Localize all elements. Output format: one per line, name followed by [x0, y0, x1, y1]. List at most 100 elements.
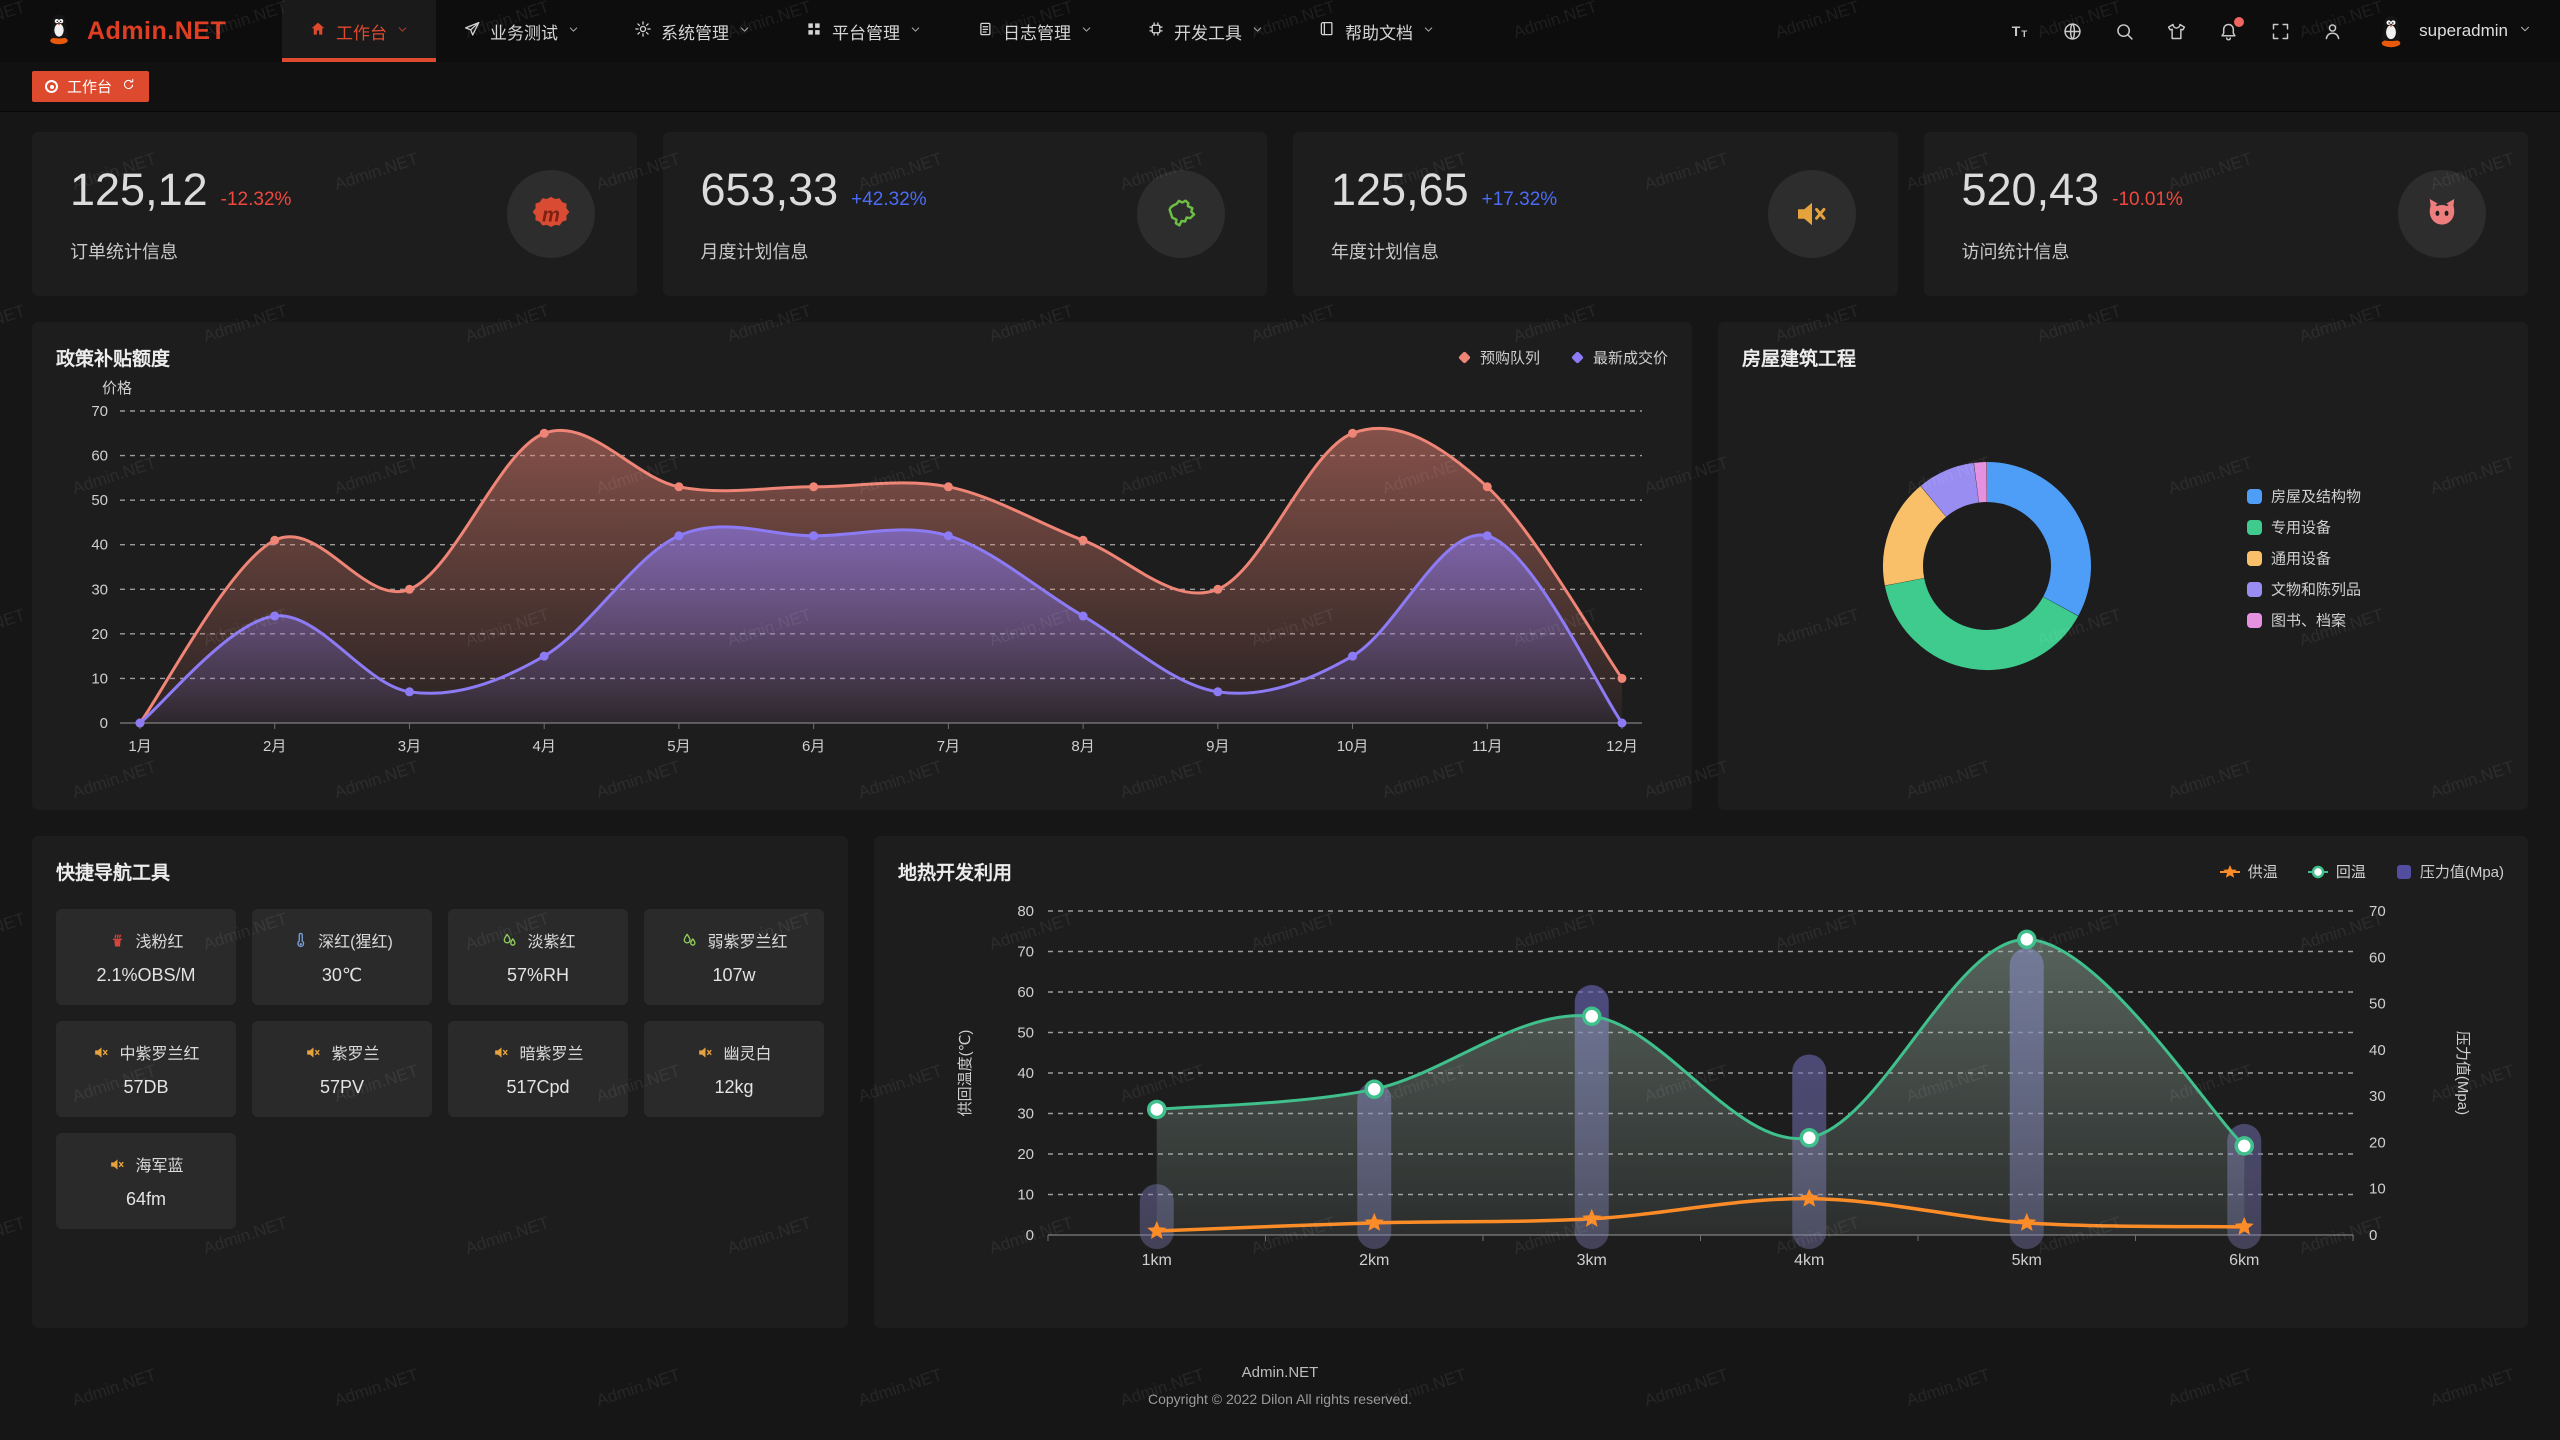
svg-text:文物和陈列品: 文物和陈列品 [2271, 581, 2361, 599]
stat-delta: -10.01% [2112, 189, 2183, 210]
quick-nav-value: 2.1%OBS/M [96, 965, 196, 985]
quick-nav-value: 57DB [123, 1077, 169, 1097]
svg-text:6月: 6月 [802, 738, 825, 755]
quick-nav-title: 快捷导航工具 [56, 863, 171, 884]
stats-row: 125,12 -12.32% 订单统计信息 m 653,33 +42.32% 月度计划信息 1… [32, 132, 2528, 296]
nav-item-label: 平台管理 [832, 23, 900, 43]
quick-nav-label: 浅粉红 [135, 934, 184, 951]
notification-dot [2234, 16, 2245, 27]
user-menu[interactable]: superadmin [2373, 13, 2532, 49]
svg-text:10: 10 [91, 670, 108, 687]
svg-text:T: T [2012, 22, 2021, 38]
refresh-icon[interactable] [121, 77, 136, 96]
svg-text:0: 0 [1026, 1227, 1034, 1244]
quick-nav-label: 幽灵白 [723, 1046, 772, 1063]
footer-copyright: Copyright © 2022 Dilon All rights reserv… [1148, 1391, 1412, 1407]
svg-text:70: 70 [1017, 944, 1034, 961]
stat-card-0: 125,12 -12.32% 订单统计信息 m [32, 132, 637, 296]
stat-card-2: 125,65 +17.32% 年度计划信息 [1293, 132, 1898, 296]
chevron-down-icon [2518, 21, 2532, 41]
quick-nav-button-7[interactable]: 幽灵白 12kg [644, 1021, 824, 1117]
brazier-icon [108, 931, 127, 950]
stat-label: 月度计划信息 [700, 242, 809, 262]
tab-workbench[interactable]: 工作台 [32, 71, 150, 102]
svg-text:2km: 2km [1359, 1252, 1389, 1269]
building-donut-card: 房屋建筑工程 房屋及结构物 专用设备 通用设备 文物和陈列品 图书、档案 [1718, 322, 2528, 810]
quick-nav-button-0[interactable]: 浅粉红 2.1%OBS/M [56, 909, 236, 1005]
building-donut-title: 房屋建筑工程 [1742, 349, 1857, 370]
svg-text:3km: 3km [1577, 1252, 1607, 1269]
language-icon[interactable] [2062, 21, 2083, 42]
svg-text:10: 10 [1017, 1187, 1034, 1204]
chevron-down-icon [1080, 21, 1093, 41]
quick-nav-button-6[interactable]: 暗紫罗兰 517Cpd [448, 1021, 628, 1117]
subsidy-chart-canvas: 价格 0 10 20 30 40 50 60 70 1月 2月 3月 4月 5月 6月 7月 8月 9月 10月 11… [91, 380, 1642, 755]
quick-nav-button-4[interactable]: 中紫罗兰红 57DB [56, 1021, 236, 1117]
svg-text:30: 30 [2369, 1088, 2386, 1105]
legend-item-回温[interactable]: 回温 [2307, 861, 2366, 882]
subsidy-chart-card: 政策补贴额度 预购队列 最新成交价 价格 0 10 20 30 40 50 60 70 1月 2月 3月… [32, 322, 1692, 810]
stat-value-row: 520,43 -10.01% [1962, 164, 2491, 216]
stat-label: 年度计划信息 [1331, 242, 1439, 262]
svg-text:1km: 1km [1142, 1252, 1172, 1269]
quick-nav-value: 57PV [319, 1077, 365, 1097]
svg-text:7月: 7月 [937, 738, 960, 755]
username: superadmin [2419, 21, 2508, 40]
quick-nav-button-5[interactable]: 紫罗兰 57PV [252, 1021, 432, 1117]
nav-item-business-test[interactable]: 业务测试 [436, 0, 607, 62]
notification-bell-icon[interactable] [2218, 16, 2245, 42]
legend-item-供温[interactable]: 供温 [2219, 861, 2278, 882]
svg-text:4月: 4月 [533, 738, 556, 755]
quick-nav-card: 快捷导航工具 浅粉红 2.1%OBS/M 深红(猩红) 30℃ 淡紫红 57%RH 弱紫罗兰… [32, 836, 848, 1328]
bottom-row: 快捷导航工具 浅粉红 2.1%OBS/M 深红(猩红) 30℃ 淡紫红 57%RH 弱紫罗兰… [32, 836, 2528, 1328]
svg-text:m: m [542, 204, 560, 226]
chevron-down-icon [1422, 21, 1435, 41]
quick-nav-label: 海军蓝 [135, 1158, 184, 1175]
svg-text:供回温度(℃): 供回温度(℃) [957, 1030, 974, 1117]
user-icon[interactable] [2322, 21, 2343, 42]
svg-text:40: 40 [2369, 1042, 2386, 1059]
search-icon[interactable] [2114, 21, 2135, 42]
quick-nav-value: 107w [712, 965, 756, 985]
quick-nav-button-8[interactable]: 海军蓝 64fm [56, 1133, 236, 1229]
quick-nav-button-1[interactable]: 深红(猩红) 30℃ [252, 909, 432, 1005]
tab-label: 工作台 [67, 79, 113, 96]
svg-text:40: 40 [1017, 1065, 1034, 1082]
fullscreen-icon[interactable] [2270, 21, 2291, 42]
nav-item-label: 系统管理 [661, 23, 729, 43]
nav-item-workbench[interactable]: 工作台 [282, 0, 436, 62]
chip-icon [1147, 20, 1165, 43]
stat-card-1: 653,33 +42.32% 月度计划信息 [662, 132, 1267, 296]
nav-item-platform-mgmt[interactable]: 平台管理 [778, 0, 949, 62]
svg-text:房屋及结构物: 房屋及结构物 [2271, 489, 2361, 506]
quick-nav-label: 弱紫罗兰红 [707, 934, 788, 951]
stat-value-row: 653,33 +42.32% [701, 164, 1230, 216]
thermometer-icon [291, 931, 310, 950]
legend-item-预购队列[interactable]: 预购队列 [1457, 347, 1540, 368]
svg-text:6km: 6km [2229, 1252, 2259, 1269]
nav-item-log-mgmt[interactable]: 日志管理 [949, 0, 1120, 62]
send-icon [463, 20, 481, 43]
grid-icon [805, 20, 823, 43]
speaker-icon [696, 1043, 715, 1062]
stat-value-row: 125,65 +17.32% [1331, 164, 1860, 216]
stat-value: 520,43 [1961, 164, 2100, 215]
legend-item-压力值(Mpa)[interactable]: 压力值(Mpa) [2396, 861, 2504, 882]
svg-text:10月: 10月 [1337, 738, 1369, 755]
nav-item-help-docs[interactable]: 帮助文档 [1291, 0, 1462, 62]
subsidy-chart-title: 政策补贴额度 [56, 349, 171, 370]
quick-nav-button-3[interactable]: 弱紫罗兰红 107w [644, 909, 824, 1005]
app-logo[interactable]: Admin.NET [42, 12, 282, 51]
legend-item-最新成交价[interactable]: 最新成交价 [1570, 347, 1668, 368]
theme-icon[interactable] [2166, 21, 2187, 42]
quick-nav-grid: 浅粉红 2.1%OBS/M 深红(猩红) 30℃ 淡紫红 57%RH 弱紫罗兰红 107w 中紫… [56, 909, 824, 1229]
quick-nav-name: 紫罗兰 [304, 1040, 380, 1064]
quick-nav-button-2[interactable]: 淡紫红 57%RH [448, 909, 628, 1005]
nav-item-dev-tools[interactable]: 开发工具 [1120, 0, 1291, 62]
home-icon [309, 20, 327, 43]
quick-nav-label: 紫罗兰 [331, 1046, 380, 1063]
nav-item-system-mgmt[interactable]: 系统管理 [607, 0, 778, 62]
svg-text:价格: 价格 [102, 380, 132, 397]
nav-item-label: 业务测试 [490, 23, 558, 43]
